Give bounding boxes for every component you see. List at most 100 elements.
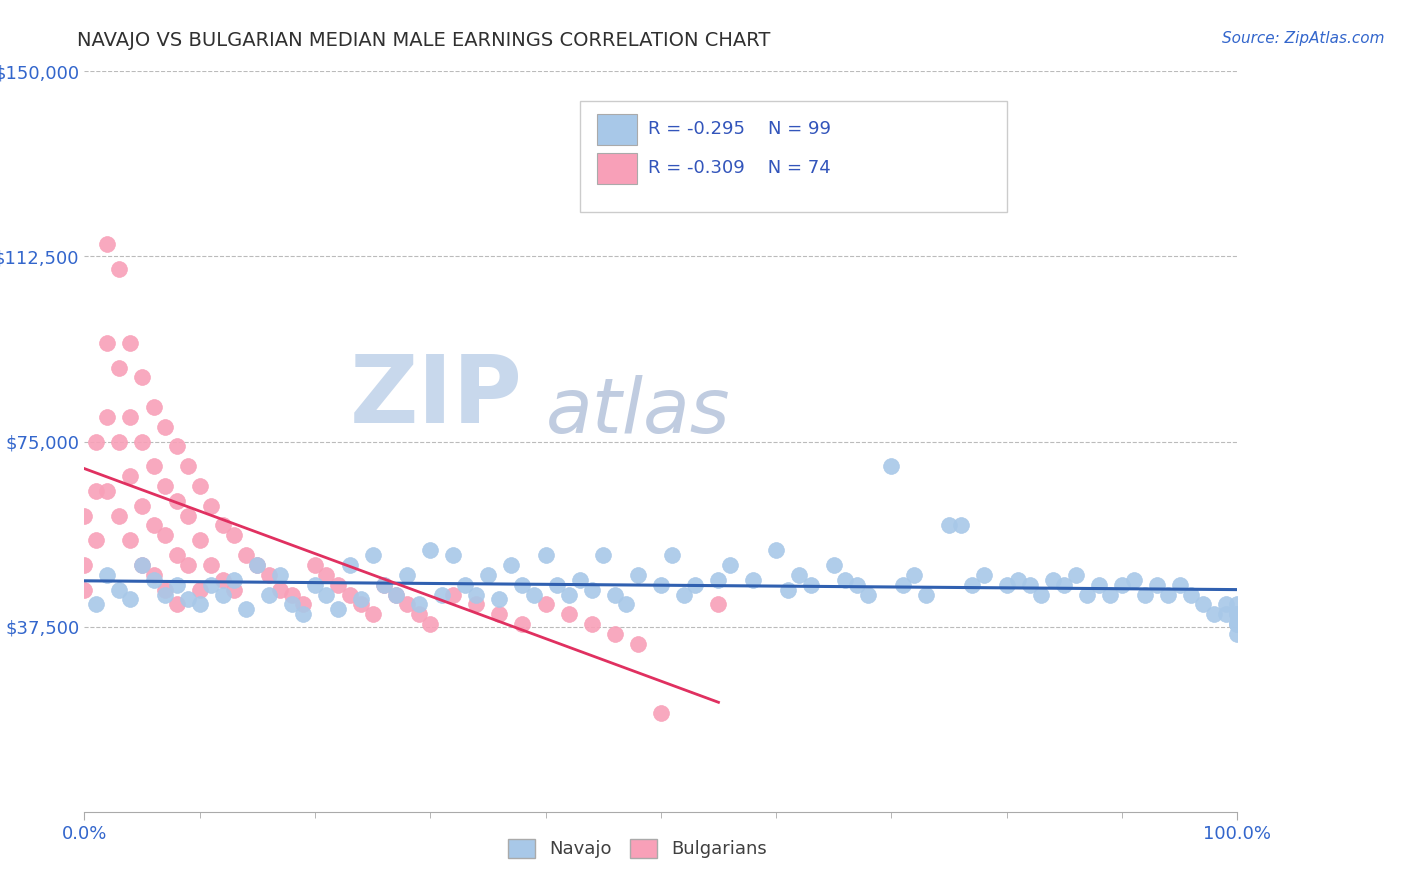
Point xyxy=(823,558,845,572)
Point xyxy=(188,582,211,597)
Point xyxy=(430,588,453,602)
Point xyxy=(408,607,430,622)
Point xyxy=(1053,577,1076,591)
Text: R = -0.295    N = 99: R = -0.295 N = 99 xyxy=(648,120,831,138)
Point xyxy=(973,567,995,582)
Point xyxy=(1007,573,1029,587)
Point xyxy=(153,582,176,597)
Point xyxy=(108,261,131,276)
Point xyxy=(84,533,107,548)
Point xyxy=(120,469,142,483)
Point xyxy=(166,493,188,508)
Point xyxy=(142,573,165,587)
Point xyxy=(120,592,142,607)
Point xyxy=(938,518,960,533)
Point xyxy=(235,602,257,616)
Point xyxy=(373,577,395,591)
Point xyxy=(235,548,257,562)
Point xyxy=(108,360,131,375)
Point xyxy=(880,459,903,474)
Point xyxy=(177,459,200,474)
Point xyxy=(108,582,131,597)
Point xyxy=(650,577,672,591)
Legend: Navajo, Bulgarians: Navajo, Bulgarians xyxy=(501,832,775,865)
Point xyxy=(188,479,211,493)
Point xyxy=(765,543,787,558)
Point xyxy=(84,483,107,498)
Point xyxy=(488,592,510,607)
Point xyxy=(546,577,568,591)
Point xyxy=(211,518,233,533)
Point xyxy=(153,528,176,542)
Point xyxy=(477,567,499,582)
Point xyxy=(995,577,1018,591)
Point xyxy=(419,617,441,632)
Point xyxy=(1180,588,1202,602)
Point xyxy=(246,558,269,572)
Point xyxy=(915,588,938,602)
Point xyxy=(120,409,142,424)
Point xyxy=(488,607,510,622)
Point xyxy=(73,508,96,523)
Point xyxy=(246,558,269,572)
Point xyxy=(153,588,176,602)
Point xyxy=(120,335,142,350)
Point xyxy=(1088,577,1111,591)
Point xyxy=(131,434,153,449)
Point xyxy=(166,577,188,591)
Point xyxy=(707,573,730,587)
Point xyxy=(454,577,477,591)
Point xyxy=(153,479,176,493)
Point xyxy=(1191,598,1213,612)
Point xyxy=(96,483,118,498)
Point xyxy=(326,602,349,616)
Point xyxy=(384,588,406,602)
Text: ZIP: ZIP xyxy=(350,351,523,443)
FancyBboxPatch shape xyxy=(598,113,637,145)
Point xyxy=(224,573,246,587)
Point xyxy=(858,588,880,602)
FancyBboxPatch shape xyxy=(598,153,637,184)
Point xyxy=(581,617,603,632)
Point xyxy=(269,567,291,582)
Point xyxy=(1168,577,1191,591)
Point xyxy=(384,588,406,602)
Point xyxy=(73,582,96,597)
Point xyxy=(592,548,614,562)
Point xyxy=(1042,573,1064,587)
Point xyxy=(1031,588,1053,602)
Point xyxy=(396,567,419,582)
Point xyxy=(73,558,96,572)
Point xyxy=(465,598,488,612)
Point xyxy=(292,598,315,612)
Point xyxy=(707,598,730,612)
Point xyxy=(257,567,280,582)
Point xyxy=(661,548,683,562)
Point xyxy=(960,577,983,591)
Point xyxy=(834,573,856,587)
Point xyxy=(512,577,534,591)
Text: atlas: atlas xyxy=(546,375,730,449)
Point xyxy=(1064,567,1087,582)
Point xyxy=(257,588,280,602)
Point xyxy=(269,582,291,597)
Point xyxy=(142,518,165,533)
Point xyxy=(177,592,200,607)
Point xyxy=(224,582,246,597)
Point xyxy=(499,558,522,572)
Point xyxy=(108,434,131,449)
Point xyxy=(603,588,626,602)
Point xyxy=(419,543,441,558)
Point xyxy=(569,573,592,587)
Point xyxy=(1099,588,1122,602)
Point xyxy=(211,588,233,602)
Point xyxy=(1133,588,1156,602)
Point xyxy=(1226,627,1249,641)
Point xyxy=(200,577,222,591)
Point xyxy=(776,582,799,597)
Point xyxy=(787,567,810,582)
Point xyxy=(718,558,741,572)
Point xyxy=(800,577,823,591)
Point xyxy=(315,567,337,582)
Point xyxy=(603,627,626,641)
